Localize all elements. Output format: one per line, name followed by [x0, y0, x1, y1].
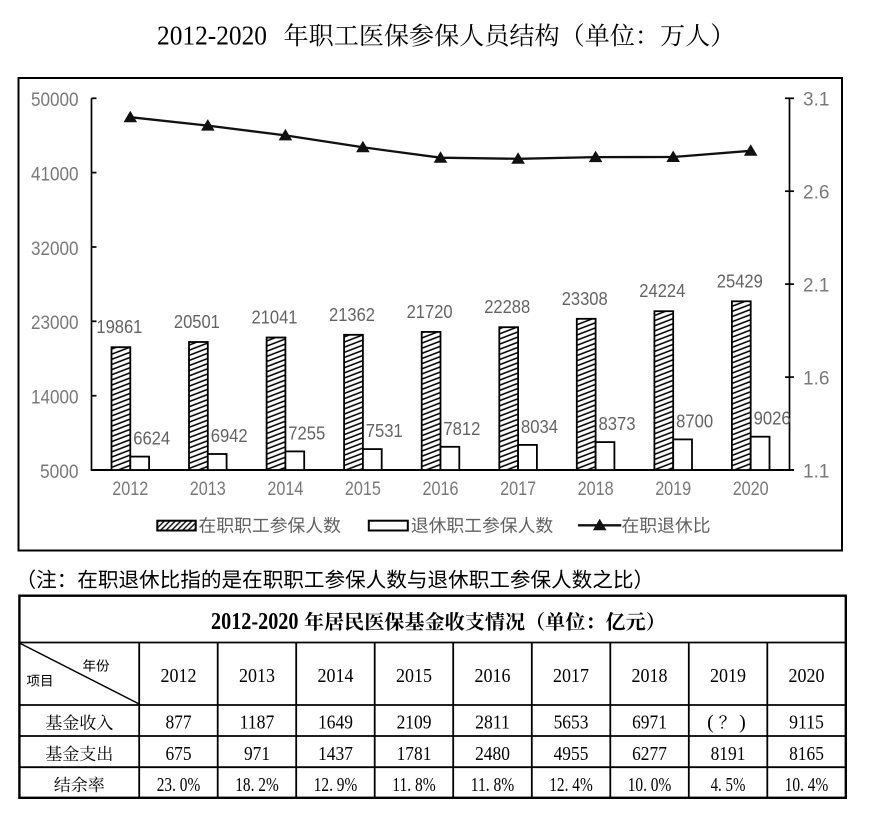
svg-text:877: 877: [165, 712, 191, 734]
svg-text:7531: 7531: [366, 421, 403, 441]
svg-text:7255: 7255: [288, 423, 325, 443]
svg-text:2014: 2014: [267, 479, 303, 500]
svg-text:971: 971: [244, 743, 270, 765]
svg-text:2109: 2109: [397, 712, 432, 734]
svg-text:50000: 50000: [31, 90, 79, 111]
svg-text:8700: 8700: [676, 411, 713, 431]
svg-text:2480: 2480: [475, 743, 510, 765]
svg-text:9026: 9026: [754, 409, 791, 429]
svg-text:8034: 8034: [521, 417, 558, 437]
svg-text:11. 8%: 11. 8%: [471, 774, 515, 796]
svg-text:(: (: [707, 712, 714, 734]
svg-text:7812: 7812: [443, 419, 480, 439]
svg-text:23000: 23000: [31, 313, 79, 334]
svg-text:6624: 6624: [133, 429, 170, 449]
svg-text:2020: 2020: [789, 665, 825, 687]
svg-text:2012: 2012: [161, 665, 197, 687]
svg-text:2012: 2012: [112, 479, 148, 500]
svg-text:4. 5%: 4. 5%: [711, 774, 746, 796]
svg-text:2019: 2019: [655, 479, 691, 500]
svg-text:6971: 6971: [632, 712, 667, 734]
svg-text:21720: 21720: [407, 302, 453, 322]
svg-text:2811: 2811: [475, 712, 510, 734]
svg-text:24224: 24224: [639, 281, 685, 301]
svg-text:14000: 14000: [31, 388, 79, 409]
svg-text:2017: 2017: [500, 479, 536, 500]
svg-text:21362: 21362: [329, 305, 375, 325]
svg-text:18. 2%: 18. 2%: [235, 774, 279, 796]
svg-text:2016: 2016: [423, 479, 459, 500]
svg-text:2012-2020: 2012-2020: [157, 21, 267, 51]
svg-text:22288: 22288: [484, 297, 530, 317]
svg-text:19861: 19861: [96, 317, 142, 337]
svg-text:1781: 1781: [397, 743, 432, 765]
svg-text:1649: 1649: [318, 712, 353, 734]
svg-text:10. 0%: 10. 0%: [628, 774, 672, 796]
svg-text:6277: 6277: [632, 743, 667, 765]
svg-text:3.1: 3.1: [803, 90, 829, 111]
svg-text:12. 9%: 12. 9%: [314, 774, 358, 796]
svg-text:4955: 4955: [554, 743, 589, 765]
svg-text:2.1: 2.1: [803, 276, 829, 297]
svg-text:23. 0%: 23. 0%: [157, 774, 201, 796]
svg-text:11. 8%: 11. 8%: [392, 774, 436, 796]
svg-text:2019: 2019: [710, 665, 746, 687]
svg-text:8165: 8165: [789, 743, 824, 765]
svg-text:2014: 2014: [318, 665, 354, 687]
svg-text:1.1: 1.1: [803, 461, 829, 482]
svg-text:9115: 9115: [789, 712, 824, 734]
svg-text:21041: 21041: [252, 308, 298, 328]
svg-text:41000: 41000: [31, 164, 79, 185]
svg-text:2020: 2020: [733, 479, 769, 500]
svg-text:2018: 2018: [578, 479, 614, 500]
svg-text:25429: 25429: [717, 271, 763, 291]
svg-text:12. 4%: 12. 4%: [549, 774, 593, 796]
svg-text:8373: 8373: [599, 414, 636, 434]
svg-text:2018: 2018: [632, 665, 668, 687]
svg-text:32000: 32000: [31, 239, 79, 260]
svg-text:20501: 20501: [174, 312, 220, 332]
svg-text:2.6: 2.6: [803, 183, 829, 204]
svg-text:6942: 6942: [211, 426, 248, 446]
svg-text:23308: 23308: [562, 289, 608, 309]
svg-text:2017: 2017: [553, 665, 589, 687]
svg-text:8191: 8191: [711, 743, 746, 765]
svg-text:5000: 5000: [40, 462, 79, 483]
svg-text:10. 4%: 10. 4%: [785, 774, 829, 796]
svg-text:2016: 2016: [475, 665, 511, 687]
svg-text:675: 675: [165, 743, 191, 765]
svg-text:2012-2020: 2012-2020: [211, 609, 299, 635]
svg-text:5653: 5653: [554, 712, 589, 734]
svg-text:2013: 2013: [239, 665, 275, 687]
svg-text:1.6: 1.6: [803, 369, 829, 390]
svg-text:2013: 2013: [190, 479, 226, 500]
svg-text:1437: 1437: [318, 743, 353, 765]
svg-text:): ): [739, 712, 746, 734]
svg-text:2015: 2015: [345, 479, 381, 500]
svg-text:1187: 1187: [240, 712, 275, 734]
svg-text:2015: 2015: [396, 665, 432, 687]
